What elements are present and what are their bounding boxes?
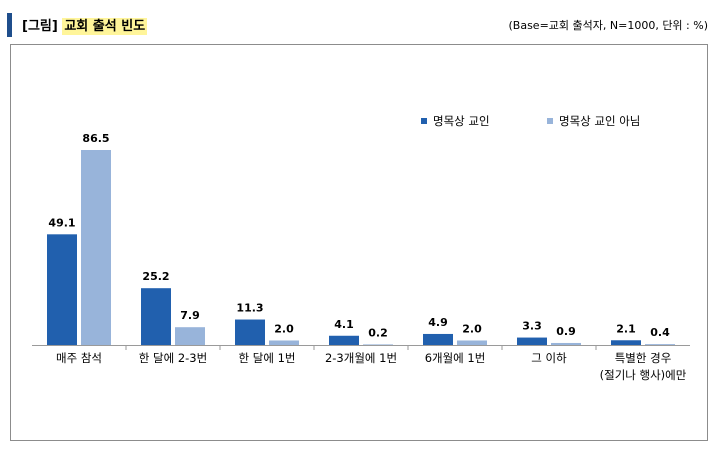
- data-label: 4.9: [428, 316, 448, 329]
- bar-nominal: [611, 340, 641, 345]
- data-label: 49.1: [48, 216, 75, 229]
- category-label: 6개월에 1번: [425, 351, 486, 365]
- title-accent-bar: [7, 13, 12, 37]
- bar-non-nominal: [269, 340, 299, 345]
- chart-title: 교회 출석 빈도: [62, 18, 148, 35]
- title-bar: [그림] 교회 출석 빈도 (Base=교회 출석자, N=1000, 단위 :…: [0, 0, 720, 40]
- data-label: 0.4: [650, 326, 670, 339]
- category-label: 그 이하: [531, 351, 567, 365]
- bar-nominal: [423, 333, 453, 345]
- bar-non-nominal: [363, 344, 393, 345]
- bar-non-nominal: [175, 327, 205, 345]
- bar-non-nominal: [457, 340, 487, 345]
- category-label: 2-3개월에 1번: [325, 351, 397, 365]
- figure-label: [그림]: [22, 19, 58, 34]
- data-label: 25.2: [142, 270, 169, 283]
- data-label: 0.9: [556, 325, 576, 338]
- category-label: 한 달에 2-3번: [139, 351, 207, 365]
- data-label: 0.2: [368, 326, 388, 339]
- bar-nominal: [517, 337, 547, 345]
- bar-nominal: [329, 335, 359, 345]
- data-label: 4.1: [334, 318, 354, 331]
- data-label: 2.0: [462, 322, 482, 335]
- category-label: (절기나 행사)에만: [600, 368, 687, 382]
- bar-nominal: [47, 234, 77, 345]
- bar-non-nominal: [551, 342, 581, 345]
- legend-label: 명목상 교인 아님: [559, 114, 640, 128]
- chart-frame: [10, 44, 708, 441]
- legend-swatch: [547, 118, 553, 124]
- legend-swatch: [421, 118, 427, 124]
- data-label: 2.0: [274, 322, 294, 335]
- data-label: 3.3: [522, 320, 542, 333]
- bar-nominal: [235, 319, 265, 345]
- figure-title: [그림] 교회 출석 빈도: [22, 15, 148, 35]
- category-label: 특별한 경우: [615, 351, 672, 365]
- bar-non-nominal: [81, 150, 111, 345]
- category-label: 한 달에 1번: [239, 351, 296, 365]
- data-label: 2.1: [616, 322, 636, 335]
- legend-label: 명목상 교인: [433, 114, 490, 128]
- bar-non-nominal: [645, 344, 675, 345]
- base-note: (Base=교회 출석자, N=1000, 단위 : %): [508, 19, 709, 32]
- data-label: 7.9: [180, 309, 200, 322]
- data-label: 11.3: [236, 302, 263, 315]
- bar-nominal: [141, 288, 171, 345]
- data-label: 86.5: [82, 132, 109, 145]
- category-label: 매주 참석: [56, 351, 102, 365]
